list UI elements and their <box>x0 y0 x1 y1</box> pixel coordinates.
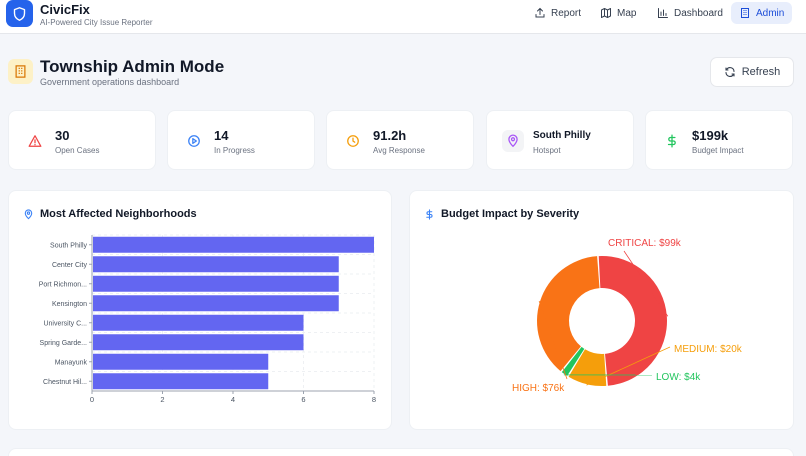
budget-donut-chart: CRITICAL: $99k MEDIUM: $20k LOW: $4k HIGH: … <box>512 238 743 394</box>
bar <box>93 334 304 351</box>
neighborhoods-chart-title: Most Affected Neighborhoods <box>40 208 197 220</box>
map-icon <box>601 8 611 18</box>
nav-admin-button[interactable]: Admin <box>731 2 793 24</box>
brand-tagline: AI-Powered City Issue Reporter <box>40 18 153 27</box>
stat-label: Budget Impact <box>692 146 744 155</box>
bar-chart-icon <box>658 8 668 18</box>
bar <box>93 373 269 390</box>
nav-report-label: Report <box>551 7 582 19</box>
y-tick-label: Chestnut Hil... <box>43 379 87 386</box>
neighborhoods-chart-card: Most Affected Neighborhoods South Philly… <box>8 190 392 430</box>
x-tick-label: 6 <box>301 395 305 404</box>
alert-triangle-icon <box>24 130 46 152</box>
shield-logo-icon[interactable] <box>6 0 33 27</box>
top-navbar: CivicFix AI-Powered City Issue Reporter … <box>0 0 806 34</box>
y-tick-label: Port Richmon... <box>39 281 87 288</box>
donut-slice <box>598 256 667 386</box>
bar <box>93 314 304 331</box>
stat-label: In Progress <box>214 146 255 155</box>
stat-card-open-cases: 30 Open Cases <box>8 110 156 170</box>
refresh-icon <box>725 67 735 77</box>
donut-slice <box>568 349 607 386</box>
bottom-card <box>8 448 794 456</box>
x-tick-label: 4 <box>231 395 235 404</box>
clock-icon <box>342 130 364 152</box>
brand-name: CivicFix <box>40 2 90 17</box>
refresh-label: Refresh <box>741 66 781 78</box>
budget-chart-card: Budget Impact by Severity CRITICAL: $99k… <box>409 190 794 430</box>
y-tick-label: South Philly <box>50 242 87 249</box>
page-subtitle: Government operations dashboard <box>40 77 180 87</box>
donut-slice <box>537 256 600 372</box>
card-title: Most Affected Neighborhoods <box>23 208 197 220</box>
nav-map-button[interactable]: Map <box>592 2 644 24</box>
stat-card-in-progress: 14 In Progress <box>167 110 315 170</box>
bar <box>93 295 339 312</box>
y-tick-label: Spring Garde... <box>40 340 88 347</box>
building-icon <box>741 8 749 18</box>
slice-label: CRITICAL: $99k <box>608 238 682 249</box>
stat-card-avg-response: 91.2h Avg Response <box>326 110 474 170</box>
slice-label: MEDIUM: $20k <box>674 344 743 355</box>
x-tick-label: 0 <box>90 395 94 404</box>
bar <box>93 275 339 292</box>
stat-value: 14 <box>214 128 229 143</box>
donut-slice <box>561 346 585 376</box>
x-tick-label: 2 <box>160 395 164 404</box>
budget-chart-title: Budget Impact by Severity <box>441 208 580 220</box>
y-tick-label: Kensington <box>52 301 87 308</box>
slice-label: HIGH: $76k <box>512 383 565 394</box>
x-tick-label: 8 <box>372 395 376 404</box>
card-title: Budget Impact by Severity <box>424 208 579 220</box>
page-title: Township Admin Mode <box>40 57 225 76</box>
stat-value: 91.2h <box>373 128 407 143</box>
stat-label: Avg Response <box>373 146 425 155</box>
slice-leader-line <box>586 346 671 386</box>
nav-dashboard-button[interactable]: Dashboard <box>649 2 731 24</box>
nav-report-button[interactable]: Report <box>526 2 589 24</box>
bar <box>93 353 269 370</box>
bar <box>93 256 339 273</box>
building-icon <box>8 59 33 84</box>
bar <box>93 236 374 253</box>
dollar-icon <box>661 130 683 152</box>
brand: CivicFix AI-Powered City Issue Reporter <box>40 2 153 29</box>
map-pin-icon <box>502 130 524 152</box>
nav-admin-label: Admin <box>756 7 785 19</box>
y-tick-label: University C... <box>43 320 87 327</box>
nav-dashboard-label: Dashboard <box>674 7 723 19</box>
stat-value: 30 <box>55 128 70 143</box>
stat-label: Open Cases <box>55 146 100 155</box>
stat-card-budget-impact: $199k Budget Impact <box>645 110 793 170</box>
y-tick-label: Center City <box>52 262 88 269</box>
slice-leader-line <box>538 300 568 380</box>
slice-leader-line <box>623 250 669 317</box>
stat-value: South Philly <box>533 130 591 141</box>
stat-value: $199k <box>692 128 729 143</box>
play-circle-icon <box>183 130 205 152</box>
upload-icon <box>535 7 545 18</box>
nav-map-label: Map <box>617 7 637 19</box>
stat-label: Hotspot <box>533 146 561 155</box>
neighborhoods-bar-chart: South Philly Center City Port Richmon... Ke… <box>39 234 376 404</box>
stat-card-hotspot: South Philly Hotspot <box>486 110 634 170</box>
map-pin-icon <box>24 208 33 219</box>
slice-label: LOW: $4k <box>656 372 701 383</box>
y-tick-label: Manayunk <box>55 359 88 366</box>
dollar-icon <box>426 208 433 220</box>
refresh-button[interactable]: Refresh <box>710 57 794 87</box>
